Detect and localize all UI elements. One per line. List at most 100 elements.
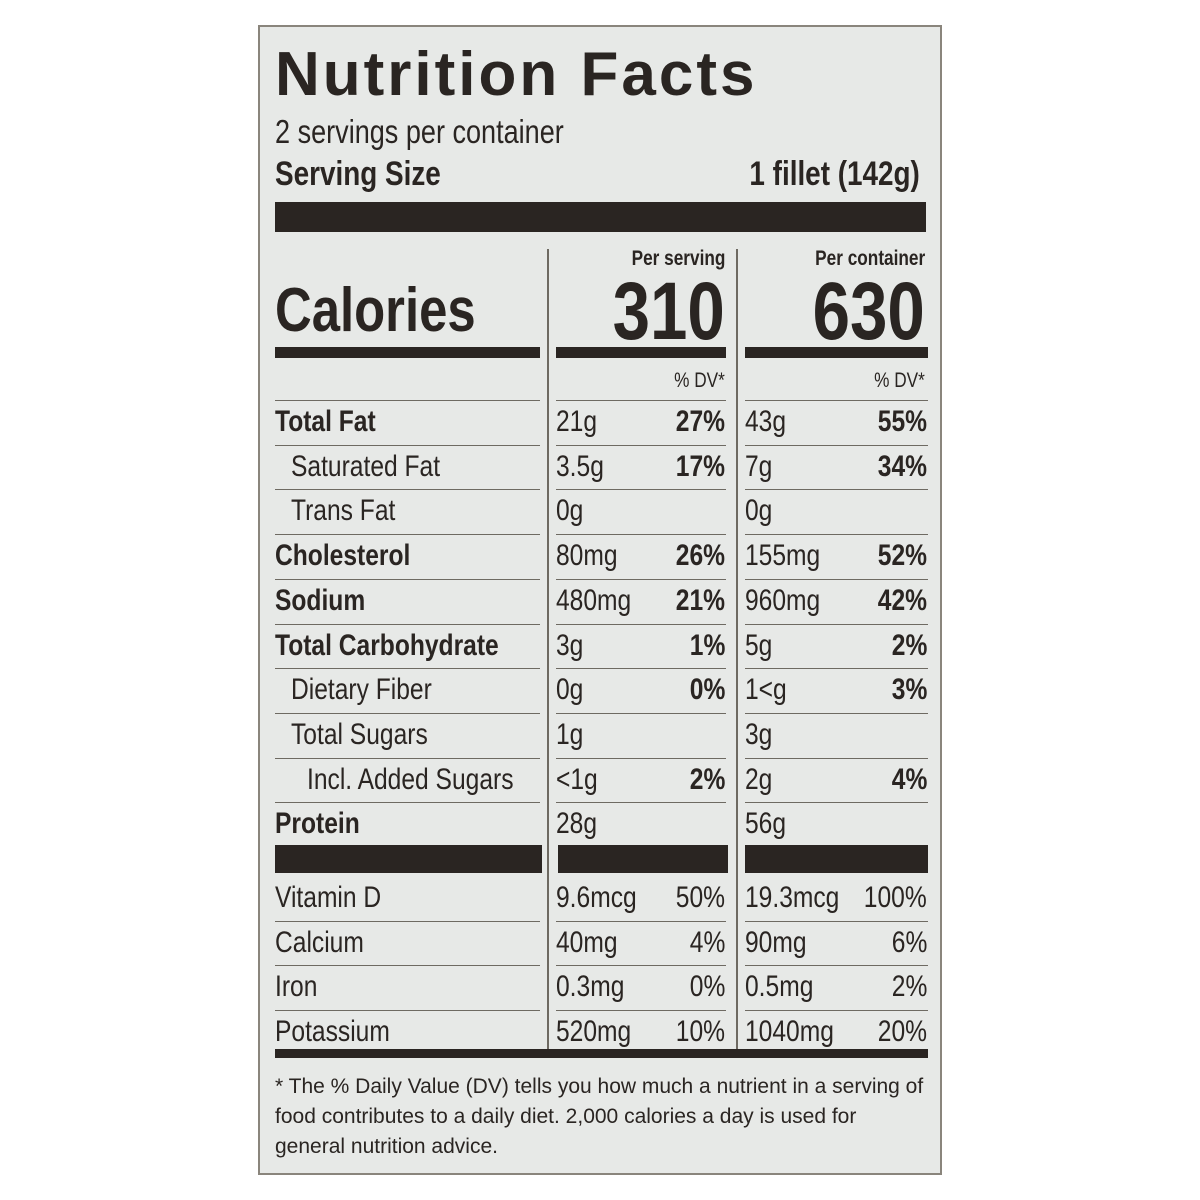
vitamins-divider: [275, 845, 542, 873]
per-serving-amount: 0g: [556, 673, 584, 707]
row-divider: [556, 534, 726, 536]
per-container-dv: 55%: [877, 405, 927, 438]
per-serving-dv: 27%: [675, 405, 725, 438]
serving-size-value: 1 fillet (142g): [749, 155, 920, 193]
per-container-dv: 2%: [891, 628, 927, 662]
column-separator: [736, 249, 738, 1049]
nutrient-name: Trans Fat: [291, 494, 396, 528]
row-divider: [556, 444, 726, 446]
footnote-divider: [275, 1049, 928, 1058]
nutrient-name: Protein: [275, 807, 360, 841]
per-serving-amount: 480mg: [556, 583, 632, 617]
row-divider: [556, 623, 726, 625]
per-container-amount: 960mg: [745, 583, 821, 617]
row-divider: [745, 400, 928, 401]
thick-divider: [275, 202, 926, 232]
per-container-amount: 5g: [745, 628, 773, 662]
per-serving-amount: 520mg: [556, 1015, 632, 1049]
nutrient-name: Total Carbohydrate: [275, 628, 499, 662]
per-serving-amount: 0g: [556, 494, 584, 528]
per-serving-amount: 21g: [556, 405, 598, 438]
label-title: Nutrition Facts: [275, 40, 758, 109]
calories-per-container: 630: [812, 266, 925, 357]
row-divider: [556, 1010, 726, 1012]
row-divider: [556, 400, 726, 401]
dv-header-container: % DV*: [874, 369, 925, 392]
per-serving-amount: <1g: [556, 762, 598, 796]
row-divider: [556, 920, 726, 922]
per-serving-amount: 1g: [556, 717, 584, 751]
nutrient-name: Dietary Fiber: [291, 673, 432, 707]
per-serving-dv: 17%: [675, 449, 725, 483]
per-serving-amount: 80mg: [556, 539, 618, 573]
per-serving-dv: 1%: [689, 628, 725, 662]
column-separator: [547, 249, 549, 1049]
per-container-amount: 1040mg: [745, 1015, 834, 1049]
per-container-amount: 43g: [745, 405, 787, 438]
per-container-dv: 34%: [877, 449, 927, 483]
row-divider: [556, 578, 726, 580]
row-divider: [745, 623, 928, 625]
per-serving-header: Per serving: [631, 247, 725, 270]
row-divider: [275, 712, 540, 714]
calories-divider: [556, 347, 726, 358]
nutrition-facts-label: Nutrition Facts 2 servings per container…: [258, 25, 942, 1175]
per-serving-dv: 4%: [689, 925, 725, 959]
row-divider: [745, 444, 928, 446]
per-container-amount: 0.5mg: [745, 970, 814, 1004]
per-container-amount: 19.3mcg: [745, 881, 840, 914]
row-divider: [745, 1010, 928, 1012]
per-serving-amount: 9.6mcg: [556, 881, 637, 914]
per-container-amount: 155mg: [745, 539, 821, 573]
per-container-dv: 2%: [891, 970, 927, 1004]
per-container-amount: 2g: [745, 762, 773, 796]
nutrient-name: Total Sugars: [291, 717, 428, 751]
row-divider: [745, 965, 928, 967]
per-serving-dv: 21%: [675, 583, 725, 617]
row-divider: [275, 965, 540, 967]
row-divider: [275, 400, 540, 401]
row-divider: [275, 757, 540, 759]
row-divider: [275, 668, 540, 670]
row-divider: [745, 802, 928, 804]
per-serving-amount: 3g: [556, 628, 584, 662]
calories-label: Calories: [275, 276, 476, 345]
row-divider: [745, 712, 928, 714]
row-divider: [556, 757, 726, 759]
row-divider: [745, 534, 928, 536]
per-container-dv: 20%: [877, 1015, 927, 1049]
row-divider: [745, 668, 928, 670]
nutrient-name: Saturated Fat: [291, 449, 441, 483]
per-serving-amount: 40mg: [556, 925, 618, 959]
row-divider: [275, 920, 540, 922]
nutrient-name: Vitamin D: [275, 881, 382, 914]
per-container-dv: 3%: [891, 673, 927, 707]
calories-per-serving: 310: [612, 266, 725, 357]
row-divider: [556, 668, 726, 670]
calories-divider: [275, 347, 540, 358]
per-container-dv: 52%: [877, 539, 927, 573]
row-divider: [275, 534, 540, 536]
per-serving-amount: 0.3mg: [556, 970, 625, 1004]
row-divider: [275, 444, 540, 446]
row-divider: [275, 1010, 540, 1012]
per-serving-dv: 50%: [675, 881, 725, 914]
per-container-dv: 100%: [864, 881, 927, 914]
per-container-amount: 7g: [745, 449, 773, 483]
nutrient-name: Total Fat: [275, 405, 376, 438]
row-divider: [556, 489, 726, 491]
per-container-amount: 90mg: [745, 925, 807, 959]
per-serving-dv: 2%: [689, 762, 725, 796]
row-divider: [556, 802, 726, 804]
row-divider: [745, 757, 928, 759]
nutrient-name: Iron: [275, 970, 318, 1004]
row-divider: [275, 802, 540, 804]
per-container-dv: 42%: [877, 583, 927, 617]
row-divider: [275, 623, 540, 625]
nutrient-name: Potassium: [275, 1015, 390, 1049]
servings-per-container: 2 servings per container: [275, 113, 564, 150]
nutrient-name: Calcium: [275, 925, 364, 959]
row-divider: [275, 489, 540, 491]
per-container-amount: 56g: [745, 807, 787, 841]
serving-size-label: Serving Size: [275, 155, 441, 193]
